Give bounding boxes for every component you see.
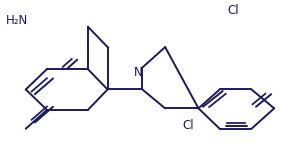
Text: N: N [134, 66, 142, 79]
Text: Cl: Cl [228, 5, 239, 17]
Text: H₂N: H₂N [6, 14, 28, 27]
Text: Cl: Cl [182, 119, 194, 132]
